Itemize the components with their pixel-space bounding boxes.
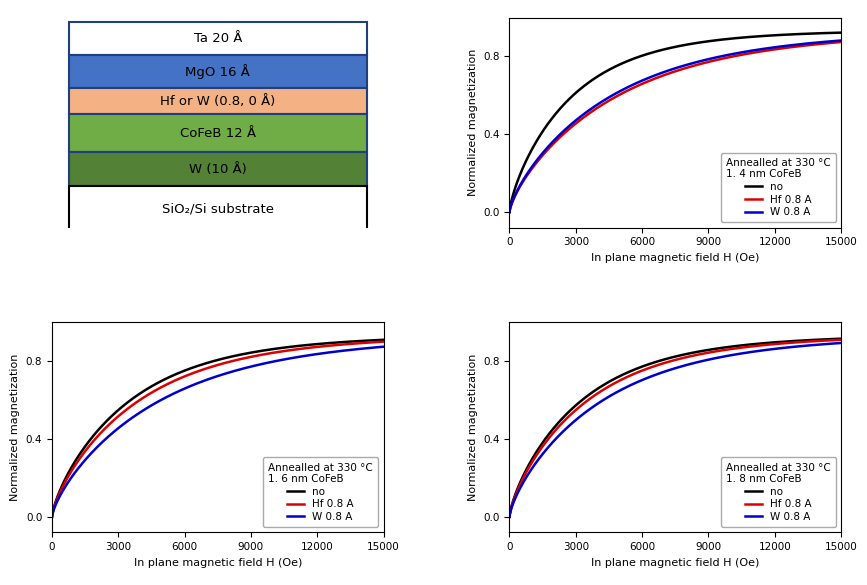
Text: SiO₂/Si substrate: SiO₂/Si substrate — [162, 202, 274, 215]
FancyBboxPatch shape — [68, 186, 367, 232]
FancyBboxPatch shape — [68, 22, 367, 55]
Text: CoFeB 12 Å: CoFeB 12 Å — [179, 127, 256, 140]
Legend: no, Hf 0.8 A, W 0.8 A: no, Hf 0.8 A, W 0.8 A — [264, 457, 378, 527]
FancyBboxPatch shape — [68, 114, 367, 153]
Y-axis label: Normalized magnetization: Normalized magnetization — [10, 353, 20, 501]
X-axis label: In plane magnetic field H (Oe): In plane magnetic field H (Oe) — [591, 558, 759, 567]
Text: Ta 20 Å: Ta 20 Å — [193, 32, 242, 45]
Legend: no, Hf 0.8 A, W 0.8 A: no, Hf 0.8 A, W 0.8 A — [720, 457, 836, 527]
Legend: no, Hf 0.8 A, W 0.8 A: no, Hf 0.8 A, W 0.8 A — [720, 153, 836, 222]
Text: W (10 Å): W (10 Å) — [189, 163, 246, 176]
X-axis label: In plane magnetic field H (Oe): In plane magnetic field H (Oe) — [134, 558, 302, 567]
FancyBboxPatch shape — [68, 88, 367, 114]
Y-axis label: Normalized magnetization: Normalized magnetization — [467, 353, 478, 501]
FancyBboxPatch shape — [68, 153, 367, 186]
Text: Hf or W (0.8, 0 Å): Hf or W (0.8, 0 Å) — [160, 95, 276, 108]
Text: MgO 16 Å: MgO 16 Å — [186, 64, 251, 79]
X-axis label: In plane magnetic field H (Oe): In plane magnetic field H (Oe) — [591, 253, 759, 263]
Y-axis label: Normalized magnetization: Normalized magnetization — [467, 49, 478, 197]
FancyBboxPatch shape — [68, 55, 367, 88]
